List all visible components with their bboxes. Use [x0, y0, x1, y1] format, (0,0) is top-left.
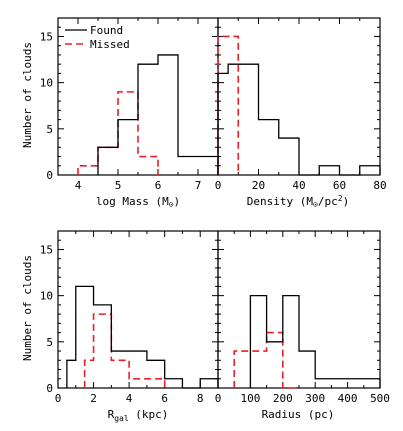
- y-tick-label: 5: [46, 336, 53, 349]
- x-tick-label: 0: [215, 179, 222, 192]
- x-tick-label: 100: [240, 392, 260, 405]
- histogram-missed: [217, 35, 240, 175]
- x-axis-label-mass: log Mass (M⊙): [96, 195, 180, 209]
- x-tick-label: 300: [305, 392, 325, 405]
- histogram-found: [97, 54, 219, 175]
- x-tick-label: 40: [292, 179, 305, 192]
- y-tick-label: 0: [46, 169, 53, 182]
- histogram-found: [66, 285, 219, 389]
- x-axis-label-radius: Radius (pc): [262, 408, 335, 421]
- x-tick-label: 4: [126, 392, 133, 405]
- y-tick-label: 15: [40, 30, 53, 43]
- x-tick-label: 6: [161, 392, 168, 405]
- x-axis-label-density: Density (M⊙/pc2): [247, 194, 349, 209]
- y-tick-label: 10: [40, 290, 53, 303]
- x-tick-label: 0: [55, 392, 62, 405]
- legend-found-label: Found: [90, 24, 123, 37]
- y-tick-label: 5: [46, 123, 53, 136]
- x-tick-label: 2: [90, 392, 97, 405]
- x-tick-label: 80: [373, 179, 386, 192]
- y-tick-label: 15: [40, 243, 53, 256]
- panel-radius: 0 100 200 300 400 500: [215, 230, 390, 405]
- legend-missed-label: Missed: [90, 38, 130, 51]
- y-tick-label: 0: [46, 382, 53, 395]
- x-tick-label: 400: [338, 392, 358, 405]
- x-tick-label: 8: [197, 392, 204, 405]
- y-tick-label: 10: [40, 77, 53, 90]
- x-tick-label: 5: [115, 179, 122, 192]
- histogram-found: [249, 294, 381, 388]
- x-tick-label: 20: [252, 179, 265, 192]
- x-tick-label: 0: [215, 392, 222, 405]
- x-tick-label: 7: [195, 179, 202, 192]
- x-tick-label: 200: [273, 392, 293, 405]
- x-tick-label: 6: [155, 179, 162, 192]
- panel-frame: [57, 230, 219, 389]
- y-axis-label-bottom: Number of clouds: [21, 255, 34, 361]
- x-tick-label: 500: [370, 392, 390, 405]
- x-tick-label: 60: [333, 179, 346, 192]
- legend: Found Missed: [65, 24, 130, 51]
- histogram-found: [217, 63, 381, 176]
- y-axis-label-top: Number of clouds: [21, 42, 34, 148]
- x-tick-label: 4: [75, 179, 82, 192]
- panel-density: 0 20 40 60 80: [215, 17, 387, 192]
- x-axis-label-rgal: Rgal (kpc): [108, 408, 169, 423]
